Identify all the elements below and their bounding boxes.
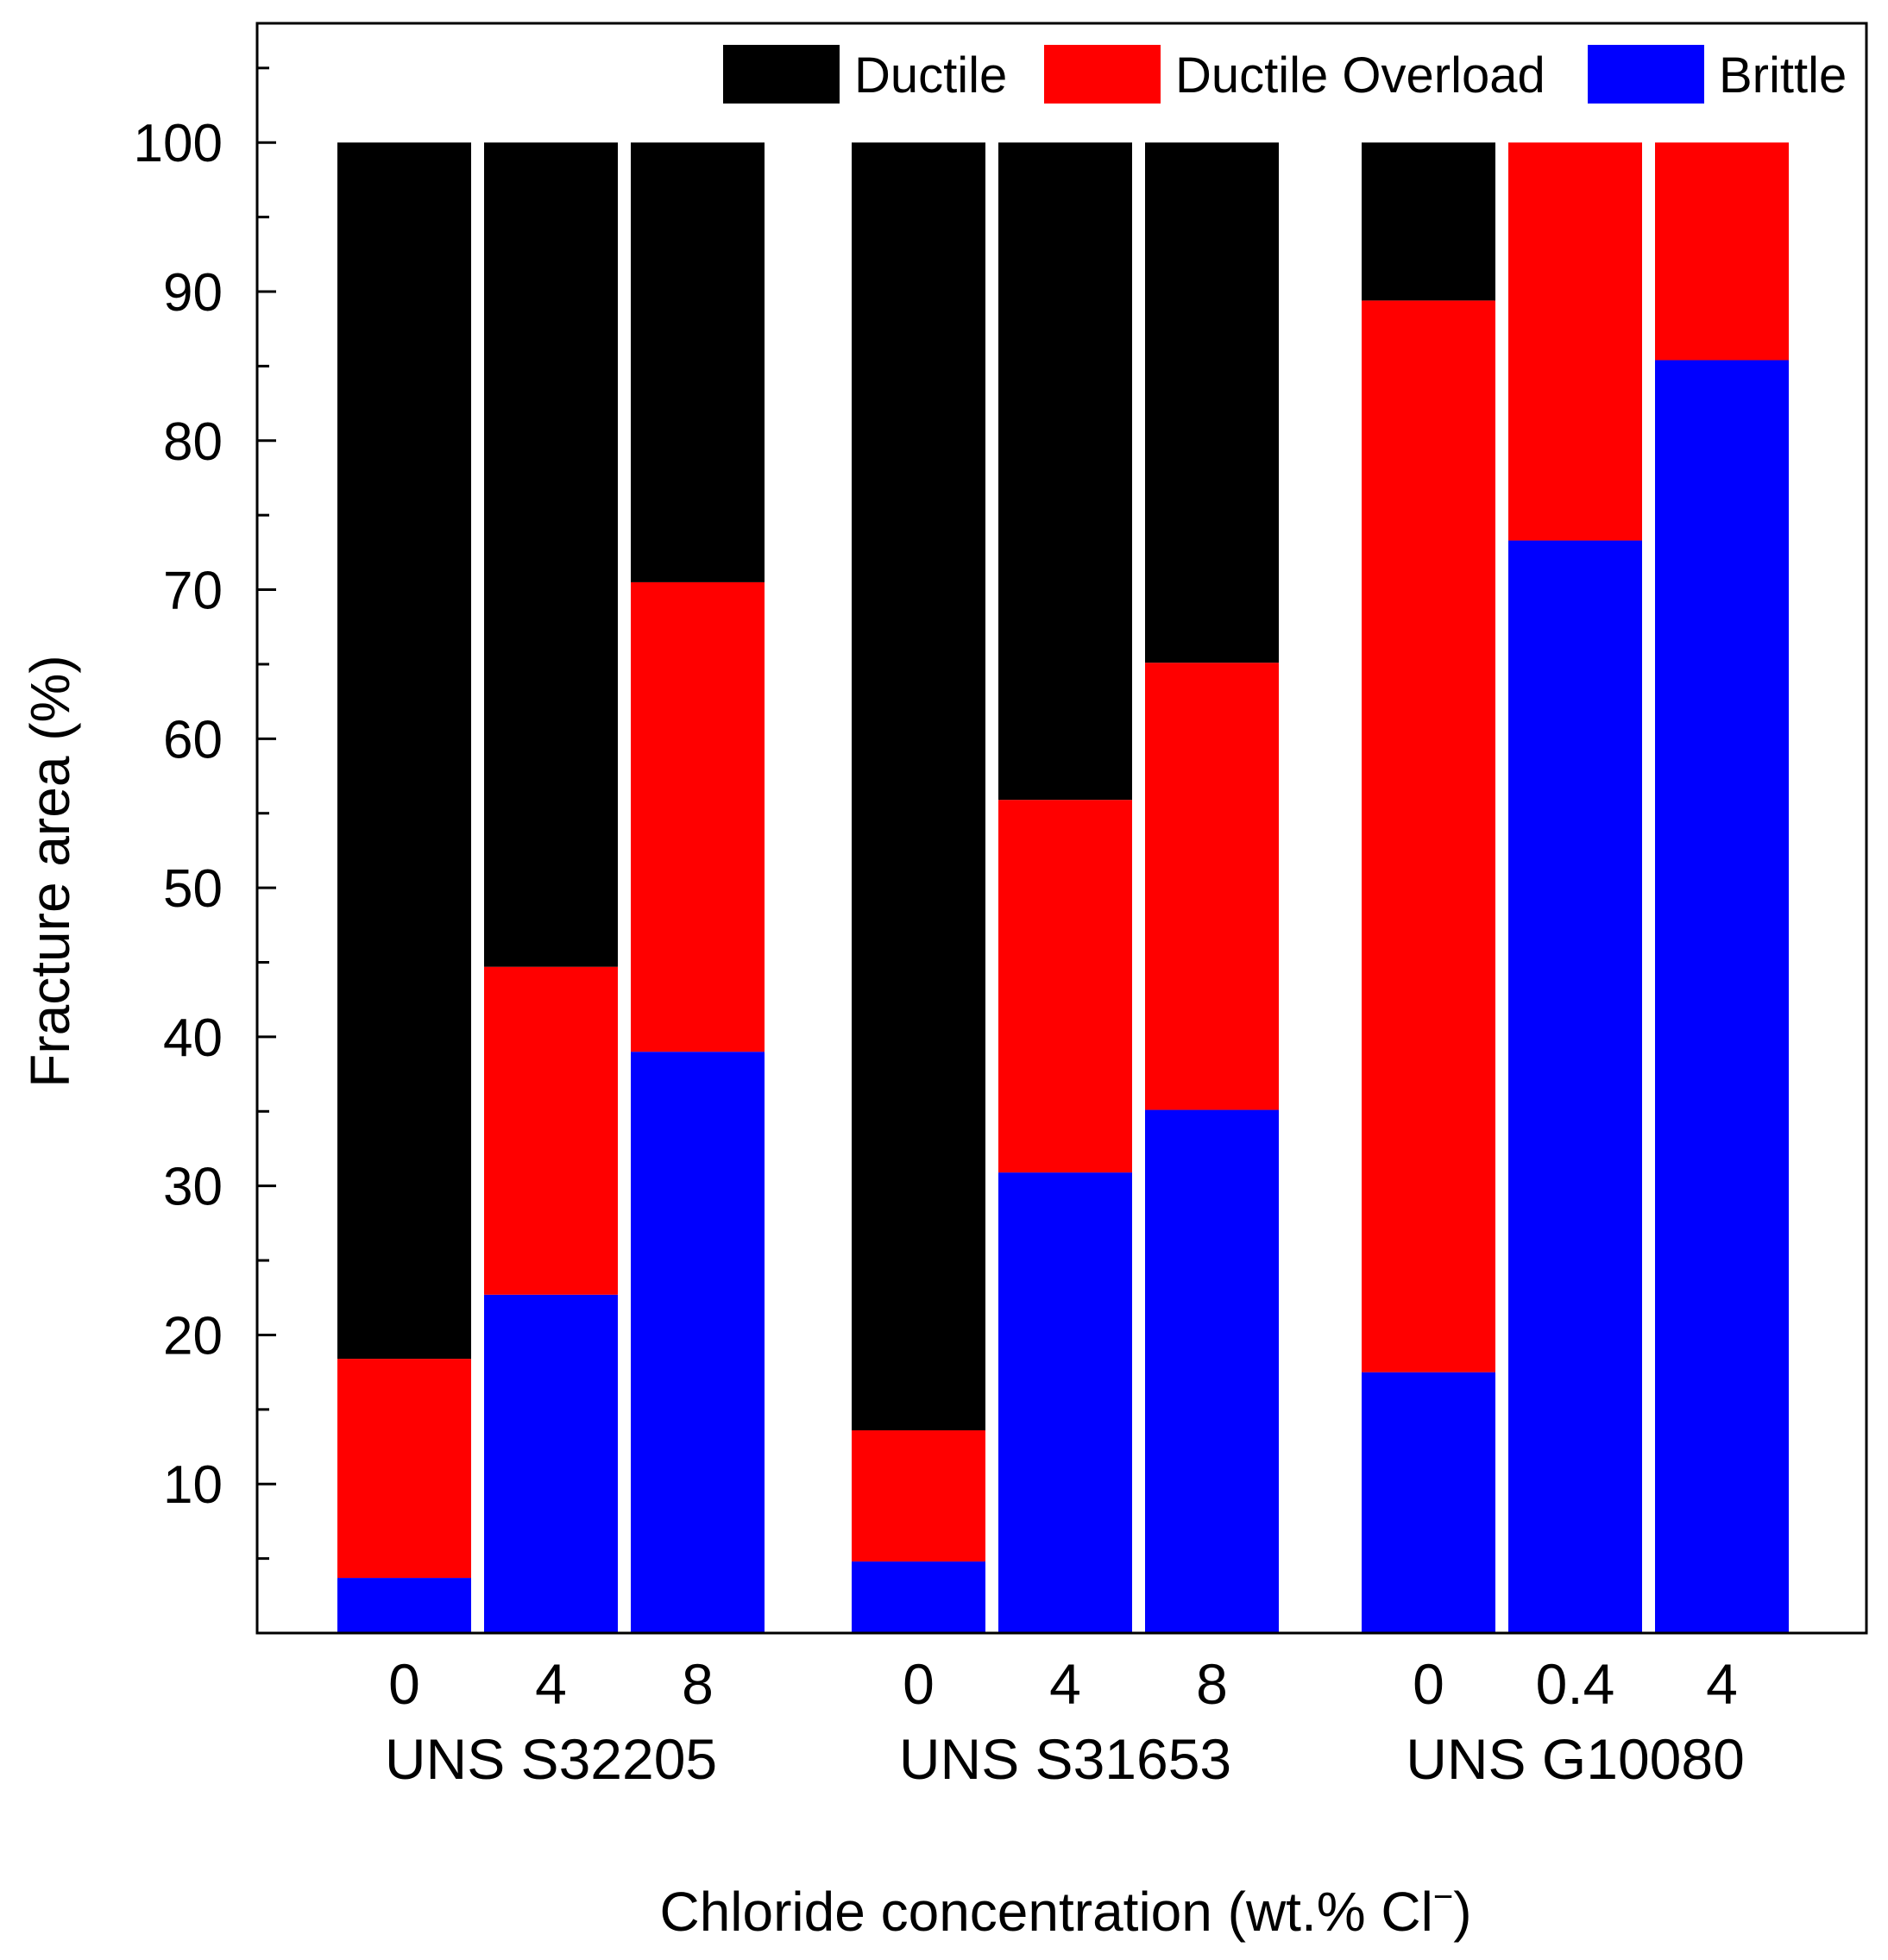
bar-segment-ductile-overload	[1655, 142, 1789, 361]
x-tick-label: 4	[535, 1652, 567, 1716]
y-axis-title: Fracture area (%)	[19, 655, 81, 1087]
bar-segment-brittle	[484, 1294, 618, 1633]
bar-segment-ductile-overload	[1508, 142, 1642, 541]
bars-layer	[337, 142, 1789, 1634]
bar-segment-ductile-overload	[484, 966, 618, 1295]
x-tick-label: 4	[1706, 1652, 1738, 1716]
x-axis-title-superscript: −	[1433, 1878, 1453, 1916]
bar-segment-ductile-overload	[631, 581, 765, 1052]
bar-segment-ductile	[484, 142, 618, 967]
y-tick-label: 10	[163, 1455, 223, 1515]
x-tick-label: 8	[682, 1652, 714, 1716]
group-label: UNS G10080	[1406, 1727, 1745, 1791]
bar-segment-ductile-overload	[1145, 663, 1279, 1110]
y-tick-label: 60	[163, 710, 223, 770]
legend-label: Brittle	[1719, 47, 1847, 104]
x-tick-label: 0	[1413, 1652, 1444, 1716]
bar-segment-ductile-overload	[852, 1430, 985, 1562]
x-tick-label: 4	[1049, 1652, 1081, 1716]
legend-swatch-ductile	[723, 45, 840, 104]
legend-swatch-brittle	[1588, 45, 1704, 104]
bar-segment-ductile-overload	[1362, 300, 1495, 1373]
bar-segment-ductile	[852, 142, 985, 1431]
y-tick-label: 100	[134, 114, 223, 173]
y-tick-label: 90	[163, 263, 223, 323]
bar-segment-brittle	[1655, 360, 1789, 1633]
x-axis-title: Chloride concentration (wt.% Cl−)	[659, 1878, 1471, 1943]
y-tick-label: 70	[163, 562, 223, 621]
bar-segment-ductile	[631, 142, 765, 582]
bar-segment-brittle	[1362, 1372, 1495, 1633]
x-axis-title-text: Chloride concentration (wt.% Cl	[659, 1881, 1432, 1943]
x-tick-label: 0	[903, 1652, 935, 1716]
y-tick-label: 50	[163, 859, 223, 919]
bar-segment-brittle	[631, 1052, 765, 1633]
x-tick-label: 0.4	[1536, 1652, 1615, 1716]
legend-label: Ductile Overload	[1175, 47, 1545, 104]
bar-segment-brittle	[852, 1561, 985, 1633]
x-axis-title-close: )	[1453, 1881, 1471, 1943]
bar-segment-ductile-overload	[998, 800, 1132, 1173]
bar-segment-brittle	[1508, 540, 1642, 1634]
plot-frame	[255, 22, 1868, 1635]
y-tick-label: 20	[163, 1306, 223, 1366]
group-label: UNS S31653	[899, 1727, 1231, 1791]
x-tick-label: 8	[1196, 1652, 1228, 1716]
legend-label: Ductile	[854, 47, 1007, 104]
group-label: UNS S32205	[385, 1727, 717, 1791]
bar-segment-brittle	[337, 1578, 471, 1633]
y-tick-label: 30	[163, 1158, 223, 1217]
bar-segment-brittle	[998, 1172, 1132, 1633]
bar-segment-ductile-overload	[337, 1359, 471, 1579]
y-axis: 10 20 30 40 50 60 70 80 90 100	[134, 66, 276, 1561]
y-tick-label: 80	[163, 412, 223, 472]
bar-segment-ductile	[1145, 142, 1279, 663]
bar-segment-ductile	[1362, 142, 1495, 301]
bar-segment-ductile	[337, 142, 471, 1360]
x-axis: 0 4 8 UNS S32205 0 4 8 UNS S31653 0 0.4 4 UNS G1008…	[385, 1652, 1745, 1791]
y-tick-label: 40	[163, 1008, 223, 1068]
bar-segment-brittle	[1145, 1109, 1279, 1633]
legend: Ductile Ductile Overload Brittle	[723, 45, 1847, 104]
legend-swatch-ductile-overload	[1044, 45, 1161, 104]
bar-segment-ductile	[998, 142, 1132, 801]
x-tick-label: 0	[388, 1652, 420, 1716]
